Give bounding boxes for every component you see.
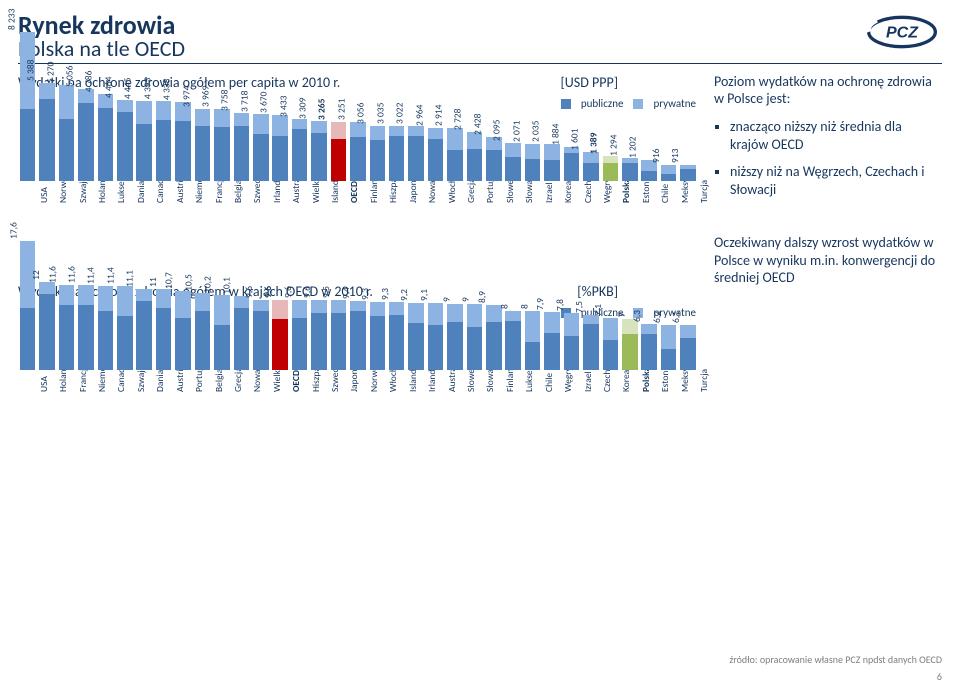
bar-col: 3 265OECD <box>329 122 348 243</box>
title-divider <box>18 63 942 64</box>
bar-col: 2 964Włochy <box>426 128 445 244</box>
page-subtitle: Polska na tle OECD <box>18 37 185 61</box>
bar-col: 9,3Islandia <box>387 302 406 433</box>
chart1-title: Wydatki na ochronę zdrowia ogółem per ca… <box>18 74 561 91</box>
bar-col: 4 395Austria <box>154 101 173 243</box>
bar-col: 12Holandia <box>37 282 56 433</box>
bar-col: 7,8Izrael <box>562 313 581 433</box>
bar-col: 3 758Szwecja <box>232 113 251 243</box>
bar-col: 7,9Węgry <box>542 312 561 432</box>
pcz-logo: PCZ <box>862 12 942 52</box>
bullet-2: niższy niż na Węgrzech, Czechach i Słowa… <box>730 163 942 198</box>
bar-col: 5 388Norwegia <box>37 83 56 243</box>
bar-col: 3 670Australia <box>270 115 289 244</box>
bar-col: 2 914Grecja <box>445 128 464 243</box>
bar-col: 11,6Niemcy <box>76 285 95 433</box>
bar-col: 10,1Nowa Zelandia <box>232 296 251 433</box>
bar-col: 9,1Australia <box>426 303 445 432</box>
bar-col: 3 969Belgia <box>212 109 231 243</box>
bar-col: 3 309Islandia <box>309 121 328 243</box>
bar-col: 10,7Portugalia <box>173 291 192 432</box>
bar-col: 2 071Izrael <box>523 144 542 244</box>
bar-col: 8Chile <box>523 311 542 432</box>
bar-col: 4 786Luksemburg <box>96 94 115 243</box>
bar-col: 3 022Nowa Zelandia <box>406 126 425 243</box>
bar-col: 913Turcja <box>678 165 697 244</box>
chart2: publiczne prywatne 17,6USA12Holandia11,6… <box>18 302 698 432</box>
bar-col: 9,4Norwegia <box>348 301 367 432</box>
bar-col: 2 728Portugalia <box>465 132 484 244</box>
bar-col: 9Słowenia <box>445 304 464 432</box>
bar-col: 9,2Irlandia <box>406 303 425 433</box>
bar-col: 3 718Irlandia <box>251 114 270 244</box>
bar-col: 3 251Finlandia <box>348 122 367 243</box>
bar-col: 1 294Estonia <box>620 158 639 244</box>
bar-col: 1 389Polska <box>601 156 620 243</box>
bar-col: 11,4Szwajcaria <box>115 286 134 432</box>
bar-col: 5 056Holandia <box>76 89 95 243</box>
bar-col: 4 464Dania <box>115 100 134 243</box>
bar-col: 8Luksemburg <box>504 311 523 432</box>
chart1-legend: publiczne prywatne <box>561 97 696 110</box>
right-bullets: znacząco niższy niż średnia dla krajów O… <box>714 118 942 198</box>
bar-col: 8,9Finlandia <box>484 305 503 433</box>
bar-col: 6,3Estonia <box>640 324 659 433</box>
bar-col: 6,1Turcja <box>678 325 697 432</box>
right-paragraph: Oczekiwany dalszy wzrost wydatków w Pols… <box>714 234 942 287</box>
bar-col: 7,1Korea <box>601 318 620 432</box>
bar-col: 5 270Szwajcaria <box>57 85 76 243</box>
bar-col: 3 056Hiszpania <box>368 126 387 244</box>
bar-col: 1 884Czechy <box>562 147 581 243</box>
bar-col: 3 433Wielka Brytania <box>290 119 309 244</box>
chart2-unit: [%PKB] <box>577 283 618 300</box>
bar-col: 11,4Canada <box>96 286 115 432</box>
bar-col: 7Polska <box>620 319 639 433</box>
bar-col: 4 338Niemcy <box>173 102 192 243</box>
bar-col: 3 974Francja <box>193 109 212 243</box>
right-heading: Poziom wydatków na ochronę zdrowia w Pol… <box>714 74 942 108</box>
bar-col: 11Austria <box>154 289 173 432</box>
svg-text:PCZ: PCZ <box>886 24 919 41</box>
bar-col: 9,6Szwecja <box>309 300 328 433</box>
bar-col: 9Słowacja <box>465 304 484 432</box>
bar-col: 7,5Czechy <box>581 315 600 432</box>
bullet-1: znacząco niższy niż średnia dla krajów O… <box>730 118 942 153</box>
bar-col: 9,5Japonia <box>329 300 348 432</box>
source-line: źródło: opracowanie własne PCZ npdst dan… <box>729 653 942 666</box>
bar-col: 9,3Włochy <box>368 302 387 433</box>
bar-col: 9,6Wielka Brytania <box>251 300 270 433</box>
bar-col: 1 601Węgry <box>581 152 600 243</box>
bar-col: 3 035Japonia <box>387 126 406 243</box>
bar-col: 1 202Chile <box>640 160 659 244</box>
bar-col: 916Meksyk <box>659 165 678 244</box>
bar-col: 10,5Belgia <box>193 293 212 433</box>
bar-col: 9,6Hiszpania <box>290 300 309 433</box>
bar-col: 11,1Dania <box>135 289 154 433</box>
bar-col: 11,6Francja <box>57 285 76 433</box>
bar-col: 6,2Meksyk <box>659 325 678 433</box>
bar-col: 2 095Słowacja <box>504 143 523 243</box>
page-number: 6 <box>729 670 942 683</box>
bar-col: 2 035Korea <box>542 144 561 243</box>
bar-col: 10,2Grecja <box>212 295 231 432</box>
bar-col: 2 428Słowenia <box>484 137 503 243</box>
bar-col: 9,6OECD <box>270 300 289 433</box>
chart1-unit: [USD PPP] <box>561 74 618 91</box>
bar-col: 4 445Canada <box>135 101 154 244</box>
chart1: publiczne prywatne 8 233USA5 388Norwegia… <box>18 93 698 243</box>
